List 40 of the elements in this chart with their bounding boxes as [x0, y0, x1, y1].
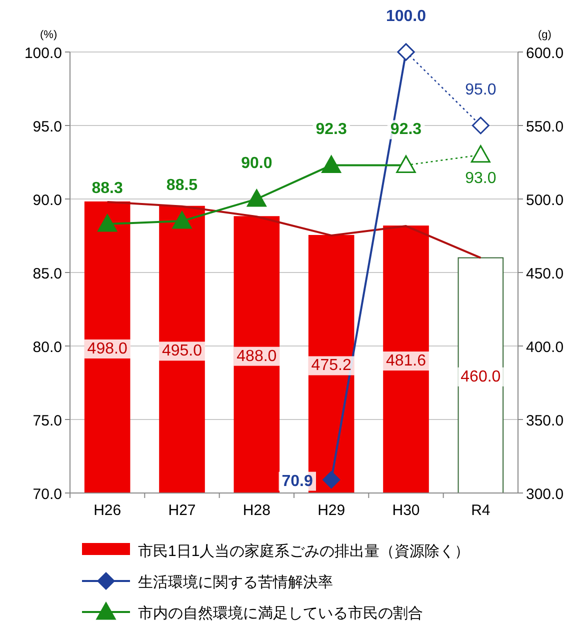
y2-tick-label: 300.0 [526, 486, 564, 503]
y-tick-label: 80.0 [32, 339, 62, 356]
x-tick-label: H30 [392, 502, 420, 519]
y2-tick-label: 450.0 [526, 266, 564, 282]
legend-label: 市民1日1人当の家庭系ごみの排出量（資源除く） [138, 543, 470, 560]
y2-axis-title: (g) [538, 29, 552, 41]
y-tick-label: 85.0 [32, 266, 62, 282]
y2-tick-label: 350.0 [526, 412, 564, 430]
data-label: 100.0 [386, 8, 426, 25]
data-label: 95.0 [465, 82, 496, 98]
x-tick-label: H26 [94, 502, 122, 519]
data-label: 498.0 [87, 340, 128, 358]
data-label: 93.0 [465, 170, 496, 187]
x-tick-label: H28 [242, 502, 270, 519]
y2-tick-label: 400.0 [526, 339, 564, 356]
data-label: 88.3 [92, 180, 124, 197]
legend-label: 市内の自然環境に満足している市民の割合 [138, 605, 423, 622]
y-tick-label: 75.0 [32, 412, 62, 430]
x-tick-label: H27 [168, 502, 196, 519]
x-tick-label: R4 [471, 502, 490, 519]
y-tick-label: 90.0 [32, 192, 62, 209]
data-label: 495.0 [162, 342, 202, 360]
data-label: 475.2 [311, 357, 352, 374]
data-label: 90.0 [241, 155, 272, 172]
y-tick-label: 100.0 [24, 45, 62, 62]
x-tick-label: H29 [318, 502, 346, 519]
y2-tick-label: 550.0 [526, 118, 564, 136]
data-label: 92.3 [390, 121, 422, 138]
y-axis-title: (%) [40, 29, 58, 41]
data-label: 481.6 [386, 352, 426, 370]
y-tick-label: 95.0 [32, 118, 62, 136]
data-label: 488.0 [236, 348, 277, 365]
y-tick-label: 70.0 [32, 486, 62, 503]
data-label: 88.5 [166, 177, 198, 194]
y2-tick-label: 600.0 [526, 45, 564, 62]
data-label: 460.0 [460, 368, 501, 386]
data-label: 92.3 [316, 121, 348, 138]
legend-label: 生活環境に関する苦情解決率 [138, 574, 333, 591]
y2-tick-label: 500.0 [526, 192, 564, 209]
data-label: 70.9 [282, 472, 314, 490]
